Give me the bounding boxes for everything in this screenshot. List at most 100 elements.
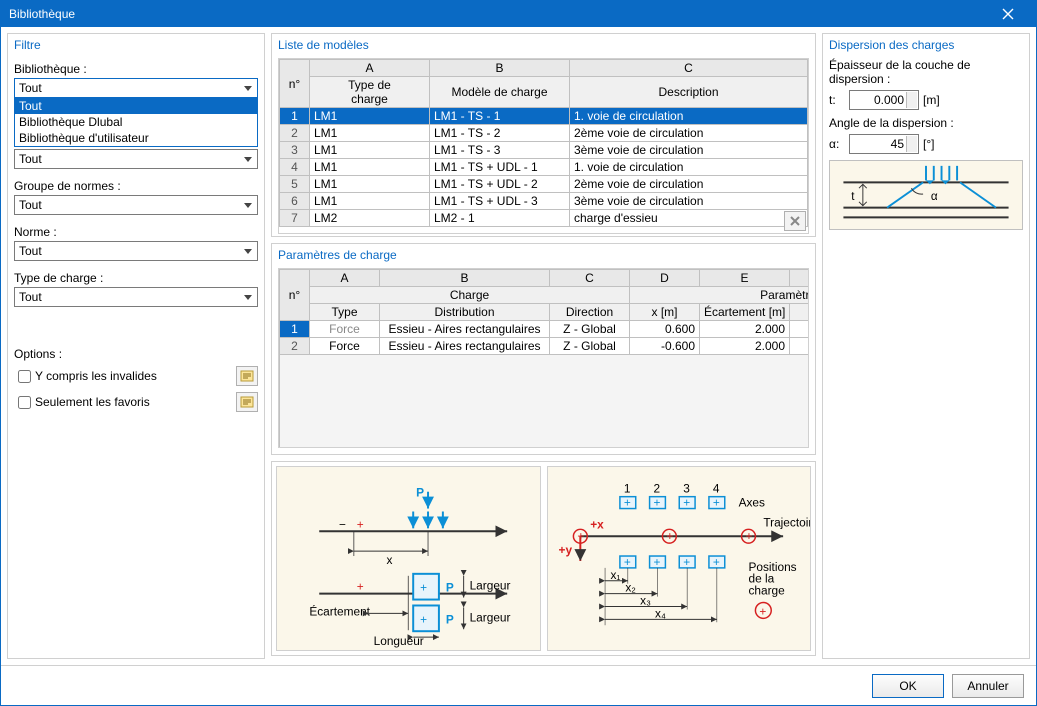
table-row[interactable]: 1ForceEssieu - Aires rectangulairesZ - G… xyxy=(280,321,810,338)
col-letter: B xyxy=(430,60,570,77)
table-row[interactable]: 7LM2LM2 - 1charge d'essieu xyxy=(280,210,808,227)
svg-text:+: + xyxy=(712,555,719,569)
dialog-window: Bibliothèque Filtre Bibliothèque : Tout … xyxy=(0,0,1037,706)
svg-text:3: 3 xyxy=(683,482,690,496)
svg-text:x₃: x₃ xyxy=(640,593,651,607)
library-option[interactable]: Bibliothèque d'utilisateur xyxy=(15,130,257,146)
svg-text:+: + xyxy=(420,581,427,595)
load-diagram-svg: − + P x + xyxy=(277,467,540,650)
close-button[interactable] xyxy=(988,1,1028,27)
svg-text:+: + xyxy=(759,604,766,618)
include-invalid-label: Y compris les invalides xyxy=(35,369,236,383)
table-row[interactable]: 4LM1LM1 - TS + UDL - 11. voie de circula… xyxy=(280,159,808,176)
svg-text:4: 4 xyxy=(712,482,719,496)
norm-combo[interactable]: Tout xyxy=(14,241,258,261)
t-symbol: t: xyxy=(829,93,845,107)
group-combo[interactable]: Tout xyxy=(14,195,258,215)
options-label: Options : xyxy=(14,347,258,361)
only-favorites-label: Seulement les favoris xyxy=(35,395,236,409)
trajectory-diagram-svg: 1+2+3+4+ Axes + + + Trajectoire +x +y ++… xyxy=(548,467,811,650)
filter-icon-button-1[interactable] xyxy=(236,366,258,386)
col-header-n: n° xyxy=(280,60,310,108)
col-header-p: P [kN] xyxy=(790,304,810,321)
svg-text:charge: charge xyxy=(748,584,785,598)
col-letter: C xyxy=(570,60,808,77)
library-combo-value: Tout xyxy=(19,81,42,95)
svg-text:+: + xyxy=(623,496,630,510)
filter-panel: Filtre Bibliothèque : Tout Tout Biblioth… xyxy=(7,33,265,659)
angle-label: Angle de la dispersion : xyxy=(829,116,1023,130)
svg-text:α: α xyxy=(931,190,938,203)
svg-text:+: + xyxy=(745,529,752,543)
dialog-footer: OK Annuler xyxy=(1,665,1036,705)
dispersion-panel: Dispersion des charges Épaisseur de la c… xyxy=(822,33,1030,659)
svg-text:Écartement: Écartement xyxy=(309,603,370,618)
library-combo-2[interactable]: Tout xyxy=(14,149,258,169)
filter-panel-title: Filtre xyxy=(14,38,258,52)
col-letter: E xyxy=(700,270,790,287)
only-favorites-checkbox[interactable] xyxy=(18,396,31,409)
models-panel: Liste de modèles n° A B C Type decharge … xyxy=(271,33,816,237)
params-panel-title: Paramètres de charge xyxy=(278,248,809,262)
svg-text:+: + xyxy=(666,529,673,543)
svg-text:+: + xyxy=(683,555,690,569)
thickness-input[interactable] xyxy=(849,90,919,110)
col-letter: A xyxy=(310,270,380,287)
svg-text:2: 2 xyxy=(653,482,660,496)
t-unit: [m] xyxy=(923,93,940,107)
loadtype-combo-value: Tout xyxy=(19,290,42,304)
norm-combo-value: Tout xyxy=(19,244,42,258)
col-header-model: Modèle de charge xyxy=(430,77,570,108)
table-row[interactable]: 2ForceEssieu - Aires rectangulairesZ - G… xyxy=(280,338,810,355)
dispersion-diagram: t α xyxy=(829,160,1023,230)
diagram-panel: − + P x + xyxy=(271,461,816,656)
cancel-button[interactable]: Annuler xyxy=(952,674,1024,698)
loadtype-combo[interactable]: Tout xyxy=(14,287,258,307)
svg-text:P: P xyxy=(416,486,424,500)
col-letter: D xyxy=(630,270,700,287)
library-combo-2-value: Tout xyxy=(19,152,42,166)
svg-text:Trajectoire: Trajectoire xyxy=(763,515,810,529)
window-title: Bibliothèque xyxy=(9,7,988,21)
svg-text:+: + xyxy=(653,496,660,510)
diagram-left: − + P x + xyxy=(276,466,541,651)
table-row[interactable]: 6LM1LM1 - TS + UDL - 33ème voie de circu… xyxy=(280,193,808,210)
group-label: Groupe de normes : xyxy=(14,179,258,193)
svg-text:+: + xyxy=(420,612,427,626)
diagram-right: 1+2+3+4+ Axes + + + Trajectoire +x +y ++… xyxy=(547,466,812,651)
library-option[interactable]: Tout xyxy=(15,98,257,114)
col-header-desc: Description xyxy=(570,77,808,108)
svg-text:P: P xyxy=(446,612,454,626)
col-header-type: Type xyxy=(310,304,380,321)
table-row[interactable]: 3LM1LM1 - TS - 33ème voie de circulation xyxy=(280,142,808,159)
svg-text:Axes: Axes xyxy=(738,496,764,510)
models-table[interactable]: n° A B C Type decharge Modèle de charge … xyxy=(279,59,808,227)
col-group-charge: Charge xyxy=(310,287,630,304)
svg-text:+x: +x xyxy=(590,517,604,531)
library-dropdown: Tout Bibliothèque Dlubal Bibliothèque d'… xyxy=(14,98,258,147)
col-letter: C xyxy=(550,270,630,287)
table-row[interactable]: 1LM1LM1 - TS - 11. voie de circulation xyxy=(280,108,808,125)
table-row[interactable]: 2LM1LM1 - TS - 22ème voie de circulation xyxy=(280,125,808,142)
delete-model-button[interactable] xyxy=(784,211,806,231)
params-panel: Paramètres de charge n° A B C D xyxy=(271,243,816,455)
category-icon xyxy=(240,370,254,382)
alpha-unit: [°] xyxy=(923,137,934,151)
col-header-x: x [m] xyxy=(630,304,700,321)
col-header-dist: Distribution xyxy=(380,304,550,321)
svg-text:Longueur: Longueur xyxy=(374,634,424,648)
col-header-dir: Direction xyxy=(550,304,630,321)
ok-button[interactable]: OK xyxy=(872,674,944,698)
svg-text:x₁: x₁ xyxy=(610,568,620,582)
include-invalid-checkbox[interactable] xyxy=(18,370,31,383)
library-option[interactable]: Bibliothèque Dlubal xyxy=(15,114,257,130)
svg-text:t: t xyxy=(851,190,855,203)
col-header-ecart: Écartement [m] xyxy=(700,304,790,321)
filter-icon-button-2[interactable] xyxy=(236,392,258,412)
titlebar: Bibliothèque xyxy=(1,1,1036,27)
angle-input[interactable] xyxy=(849,134,919,154)
svg-text:Largeur: Largeur xyxy=(470,579,511,593)
library-combo[interactable]: Tout xyxy=(14,78,258,98)
table-row[interactable]: 5LM1LM1 - TS + UDL - 22ème voie de circu… xyxy=(280,176,808,193)
params-table[interactable]: n° A B C D E F G H Charge Paramètr xyxy=(279,269,809,448)
